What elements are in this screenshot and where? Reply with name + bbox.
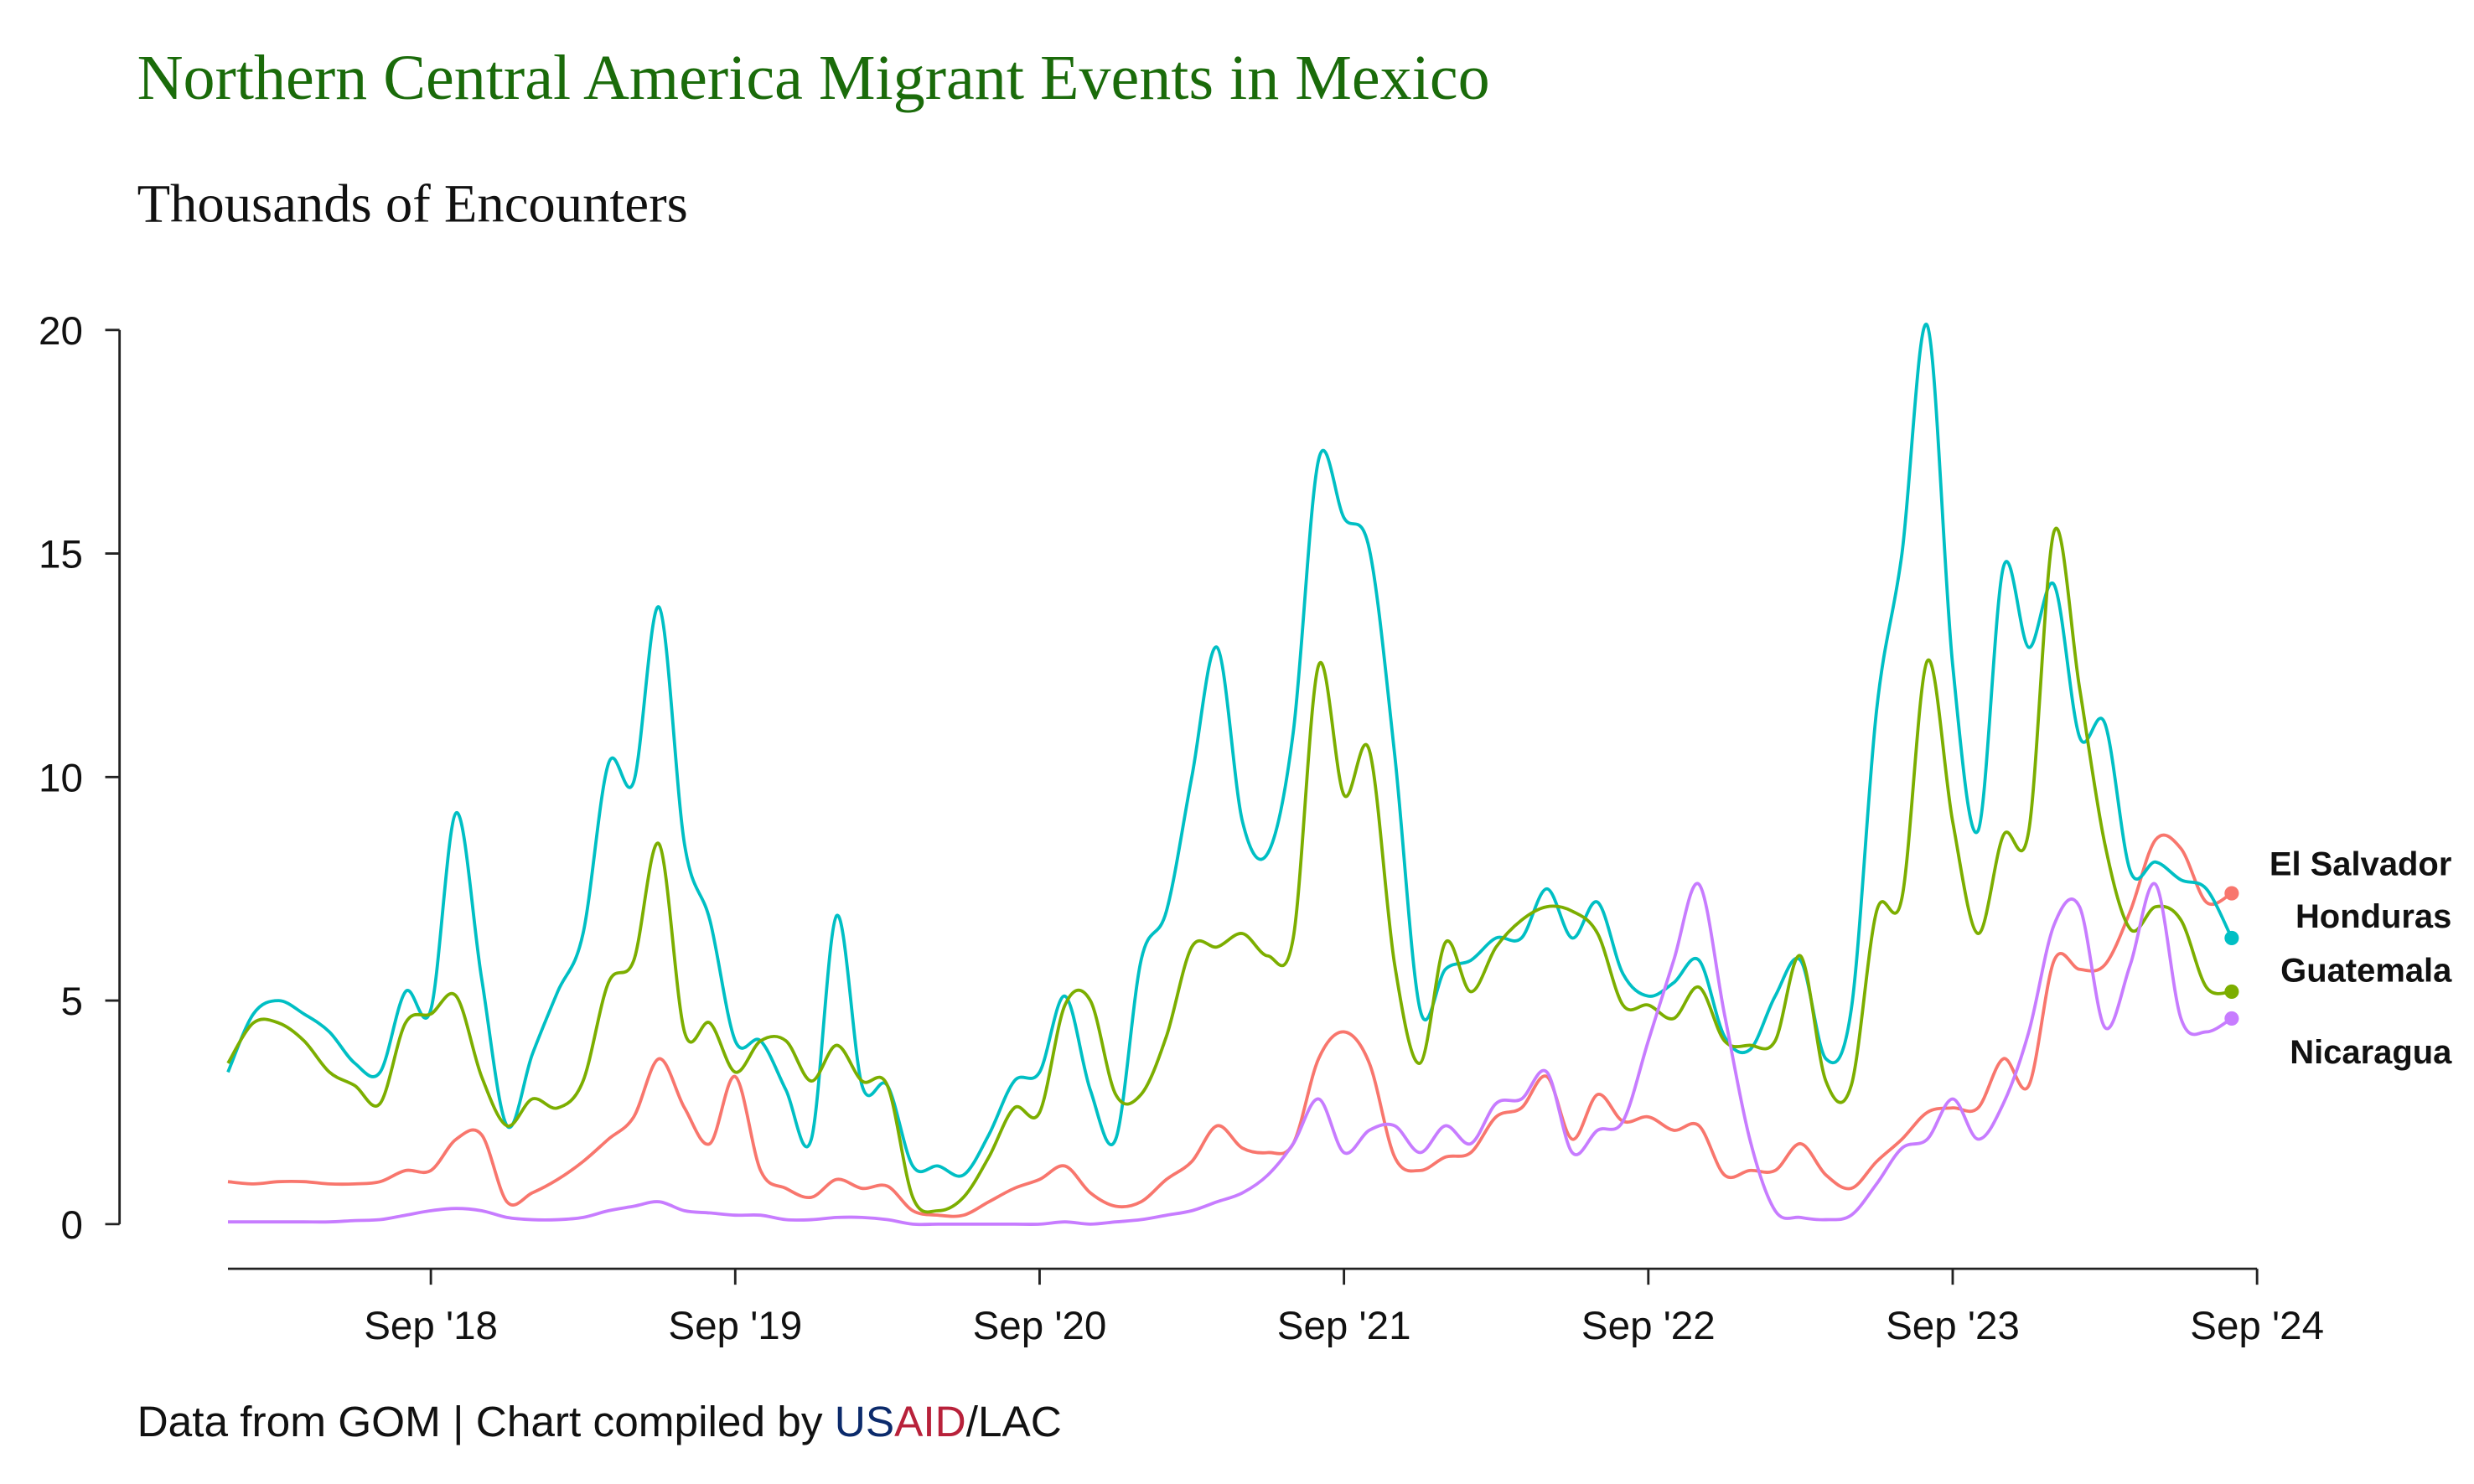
series-line (227, 833, 2233, 1218)
x-tick-label: Sep '22 (1581, 1304, 1716, 1348)
y-tick-label: 0 (60, 1203, 82, 1248)
x-tick-label: Sep '21 (1277, 1304, 1411, 1348)
x-tick-label: Sep '20 (973, 1304, 1107, 1348)
series-label: El Salvador (2270, 845, 2452, 882)
y-tick-label: 10 (39, 756, 83, 800)
end-point (2224, 930, 2239, 945)
series-label: Guatemala (2280, 953, 2452, 990)
caption-part: AID (894, 1398, 966, 1445)
chart-subtitle: Thousands of Encounters (137, 173, 688, 233)
end-point (2224, 1011, 2239, 1026)
end-point (2224, 984, 2239, 999)
caption: Data from GOM | Chart compiled by USAID/… (137, 1398, 1062, 1445)
series-line (226, 526, 2233, 1214)
series-label: Honduras (2295, 898, 2451, 935)
x-tick-label: Sep '24 (2190, 1304, 2324, 1348)
series-line (226, 323, 2233, 1178)
caption-part: /LAC (966, 1398, 1062, 1445)
series-label: Nicaragua (2290, 1034, 2452, 1071)
end-point (2224, 886, 2239, 901)
caption-part: Data from GOM | Chart compiled by (137, 1398, 835, 1445)
series-line (227, 882, 2233, 1227)
chart-title: Northern Central America Migrant Events … (137, 43, 1490, 113)
y-tick-label: 15 (39, 533, 83, 577)
x-tick-label: Sep '19 (668, 1304, 802, 1348)
caption-part: US (835, 1398, 894, 1445)
x-tick-label: Sep '23 (1886, 1304, 2020, 1348)
y-tick-label: 5 (60, 980, 82, 1024)
y-tick-label: 20 (39, 309, 83, 354)
x-tick-label: Sep '18 (364, 1304, 498, 1348)
